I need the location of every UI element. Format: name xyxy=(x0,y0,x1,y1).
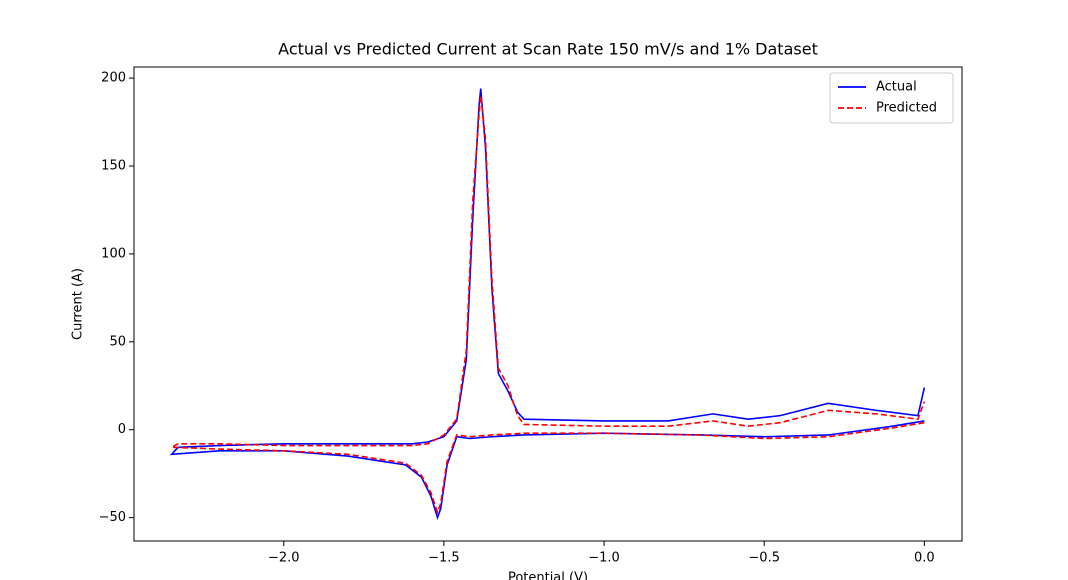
y-tick-label: −50 xyxy=(99,510,126,525)
x-tick-label: −1.5 xyxy=(428,551,460,566)
series-line xyxy=(169,88,926,521)
x-tick-label: 0.0 xyxy=(914,551,935,566)
x-tick-label: −2.0 xyxy=(268,551,300,566)
y-tick-label: 100 xyxy=(101,246,126,261)
legend-label: Predicted xyxy=(876,101,937,116)
chart-title: Actual vs Predicted Current at Scan Rate… xyxy=(278,40,818,59)
y-tick-label: 150 xyxy=(101,158,126,173)
y-tick-label: 0 xyxy=(118,422,126,437)
y-tick-label: 200 xyxy=(101,71,126,86)
legend-label: Actual xyxy=(876,80,917,95)
legend-box xyxy=(829,72,954,124)
x-axis-label: Potential (V) xyxy=(508,571,588,580)
y-axis-label: Current (A) xyxy=(71,268,86,340)
x-tick-label: −1.0 xyxy=(588,551,620,566)
y-tick-label: 50 xyxy=(109,334,126,349)
x-tick-label: −0.5 xyxy=(748,551,780,566)
series-line xyxy=(168,95,926,515)
plot-frame xyxy=(133,66,963,542)
